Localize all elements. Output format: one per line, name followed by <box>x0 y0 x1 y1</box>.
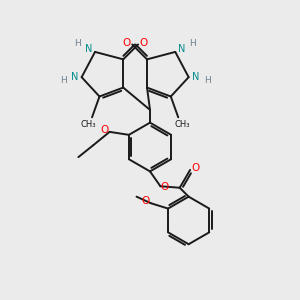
Text: O: O <box>161 182 169 192</box>
Text: CH₃: CH₃ <box>174 120 190 129</box>
Text: H: H <box>60 76 67 85</box>
Text: N: N <box>70 72 78 82</box>
Text: CH₃: CH₃ <box>81 120 96 129</box>
Text: H: H <box>189 39 196 48</box>
Text: N: N <box>192 72 200 82</box>
Text: H: H <box>74 39 81 48</box>
Text: O: O <box>100 125 108 135</box>
Text: O: O <box>123 38 131 48</box>
Text: O: O <box>191 164 200 173</box>
Text: O: O <box>141 196 150 206</box>
Text: N: N <box>178 44 185 54</box>
Text: O: O <box>139 38 148 48</box>
Text: N: N <box>85 44 92 54</box>
Text: H: H <box>204 76 210 85</box>
